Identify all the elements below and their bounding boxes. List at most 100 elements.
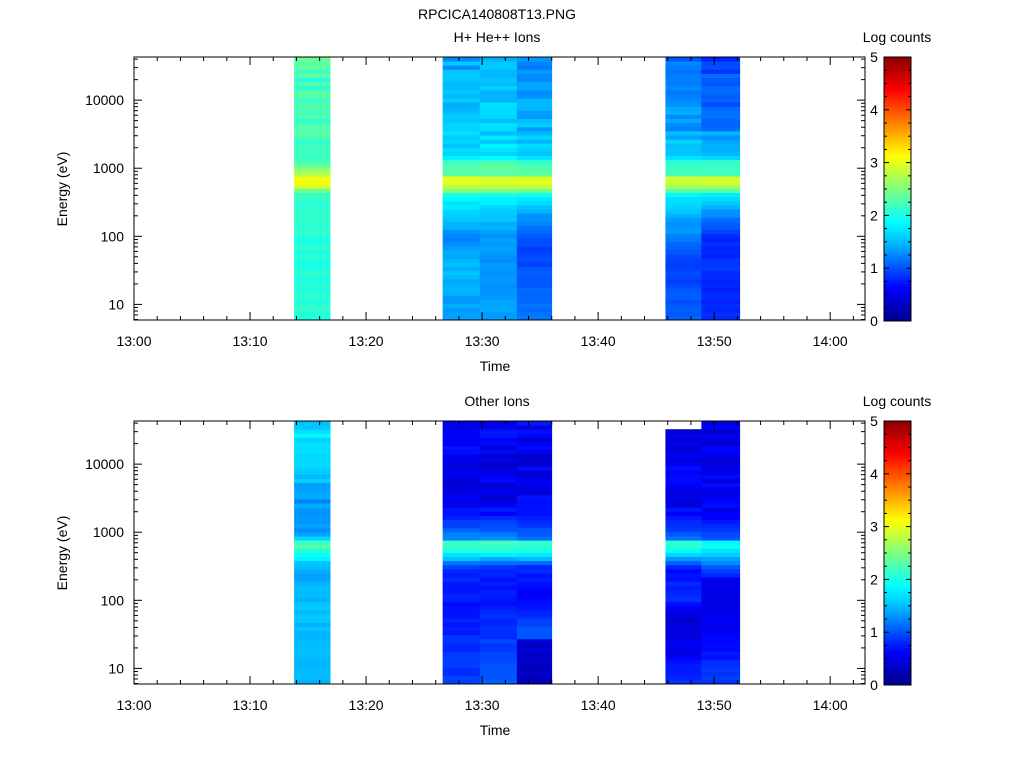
heatmap-cell bbox=[665, 622, 702, 627]
heatmap-cell bbox=[665, 98, 702, 103]
heatmap-cell bbox=[665, 291, 702, 296]
heatmap-cell bbox=[294, 671, 331, 677]
x-axis-label: Time bbox=[480, 358, 511, 374]
heatmap-cell bbox=[479, 507, 518, 512]
heatmap-cell bbox=[516, 482, 553, 488]
heatmap-cell bbox=[294, 295, 331, 300]
heatmap-cell bbox=[701, 209, 741, 214]
heatmap-cell bbox=[516, 147, 553, 152]
heatmap-cell bbox=[701, 536, 741, 541]
heatmap-cell bbox=[479, 474, 518, 479]
heatmap-cell bbox=[442, 61, 481, 66]
colorbar-label: Log counts bbox=[863, 29, 932, 45]
heatmap-cell bbox=[442, 98, 481, 103]
heatmap-cell bbox=[442, 474, 481, 479]
heatmap-cell bbox=[294, 527, 331, 533]
heatmap-cell bbox=[294, 564, 331, 570]
heatmap-cell bbox=[442, 568, 481, 574]
heatmap-cell bbox=[701, 213, 741, 218]
heatmap-cell bbox=[442, 486, 481, 492]
heatmap-cell bbox=[701, 254, 741, 259]
heatmap-cell bbox=[516, 441, 553, 447]
heatmap-cell bbox=[665, 482, 702, 488]
heatmap-cell bbox=[294, 291, 331, 296]
heatmap-cell bbox=[701, 114, 741, 120]
heatmap-cell bbox=[665, 523, 702, 529]
heatmap-cell bbox=[516, 274, 553, 280]
heatmap-cell bbox=[701, 299, 741, 304]
heatmap-cell bbox=[665, 176, 702, 181]
heatmap-cell bbox=[479, 118, 518, 124]
heatmap-cell bbox=[294, 258, 331, 263]
heatmap-cell bbox=[516, 589, 553, 594]
heatmap-cell bbox=[294, 490, 331, 496]
heatmap-cell bbox=[442, 155, 481, 161]
heatmap-cell bbox=[294, 560, 331, 566]
heatmap-cell bbox=[665, 147, 702, 152]
heatmap-cell bbox=[479, 622, 518, 627]
heatmap-cell bbox=[479, 77, 518, 83]
panel-h-he-ions: H+ He++ Ions 13:00 13:10 13:20 13:30 13:40 13… bbox=[54, 29, 931, 374]
heatmap-cell bbox=[701, 556, 741, 562]
heatmap-cell bbox=[516, 507, 553, 512]
heatmap-cell bbox=[516, 647, 553, 652]
heatmap-cell bbox=[701, 605, 741, 611]
heatmap-cell bbox=[442, 671, 481, 677]
heatmap-cell bbox=[442, 89, 481, 95]
heatmap-cell bbox=[294, 250, 331, 255]
heatmap-cell bbox=[701, 77, 741, 83]
heatmap-cell bbox=[665, 81, 702, 87]
heatmap-cell bbox=[479, 209, 518, 214]
heatmap-cell bbox=[294, 601, 331, 607]
heatmap-cell bbox=[442, 204, 481, 210]
heatmap-cell bbox=[442, 457, 481, 463]
heatmap-cell bbox=[294, 204, 331, 210]
colorbar-tick-label: 1 bbox=[870, 260, 878, 276]
heatmap-cell bbox=[701, 73, 741, 78]
heatmap-cell bbox=[701, 581, 741, 586]
heatmap-cell bbox=[479, 642, 518, 648]
heatmap-cell bbox=[516, 593, 553, 599]
heatmap-cell bbox=[294, 266, 331, 272]
heatmap-cell bbox=[516, 630, 553, 636]
heatmap-cell bbox=[294, 270, 331, 276]
heatmap-cell bbox=[442, 449, 481, 455]
heatmap-cell bbox=[294, 597, 331, 603]
heatmap-cell bbox=[442, 531, 481, 537]
heatmap-cell bbox=[665, 515, 702, 521]
heatmap-cell bbox=[516, 237, 553, 243]
heatmap-cell bbox=[516, 122, 553, 128]
heatmap-cell bbox=[479, 233, 518, 239]
heatmap-cell bbox=[701, 250, 741, 255]
heatmap-cell bbox=[479, 122, 518, 128]
heatmap-cell bbox=[665, 151, 702, 157]
heatmap-cell bbox=[294, 679, 331, 685]
heatmap-cell bbox=[665, 610, 702, 615]
heatmap-cell bbox=[479, 663, 518, 668]
heatmap-cell bbox=[665, 618, 702, 623]
heatmap-cell bbox=[701, 494, 741, 500]
heatmap-cell bbox=[294, 254, 331, 259]
heatmap-cell bbox=[516, 556, 553, 562]
heatmap-cell bbox=[665, 429, 702, 434]
heatmap-cell bbox=[516, 581, 553, 586]
heatmap-cell bbox=[516, 618, 553, 623]
heatmap-cell bbox=[701, 102, 741, 107]
heatmap-cell bbox=[479, 85, 518, 91]
heatmap-cell bbox=[294, 453, 331, 459]
x-axis: 13:00 13:10 13:20 13:30 13:40 13:50 14:00 bbox=[116, 421, 854, 713]
heatmap-cell bbox=[479, 196, 518, 202]
heatmap-cell bbox=[294, 122, 331, 128]
heatmap-cell bbox=[665, 295, 702, 300]
heatmap-cell bbox=[294, 647, 331, 652]
heatmap-cell bbox=[665, 589, 702, 594]
heatmap-cell bbox=[701, 441, 741, 447]
heatmap-cell bbox=[442, 614, 481, 619]
heatmap-cell bbox=[665, 204, 702, 210]
heatmap-cell bbox=[665, 311, 702, 317]
heatmap-cell bbox=[294, 626, 331, 631]
heatmap-cell bbox=[479, 449, 518, 455]
heatmap-cell bbox=[701, 303, 741, 309]
heatmap-cell bbox=[294, 536, 331, 541]
x-tick-label: 13:10 bbox=[233, 333, 268, 349]
